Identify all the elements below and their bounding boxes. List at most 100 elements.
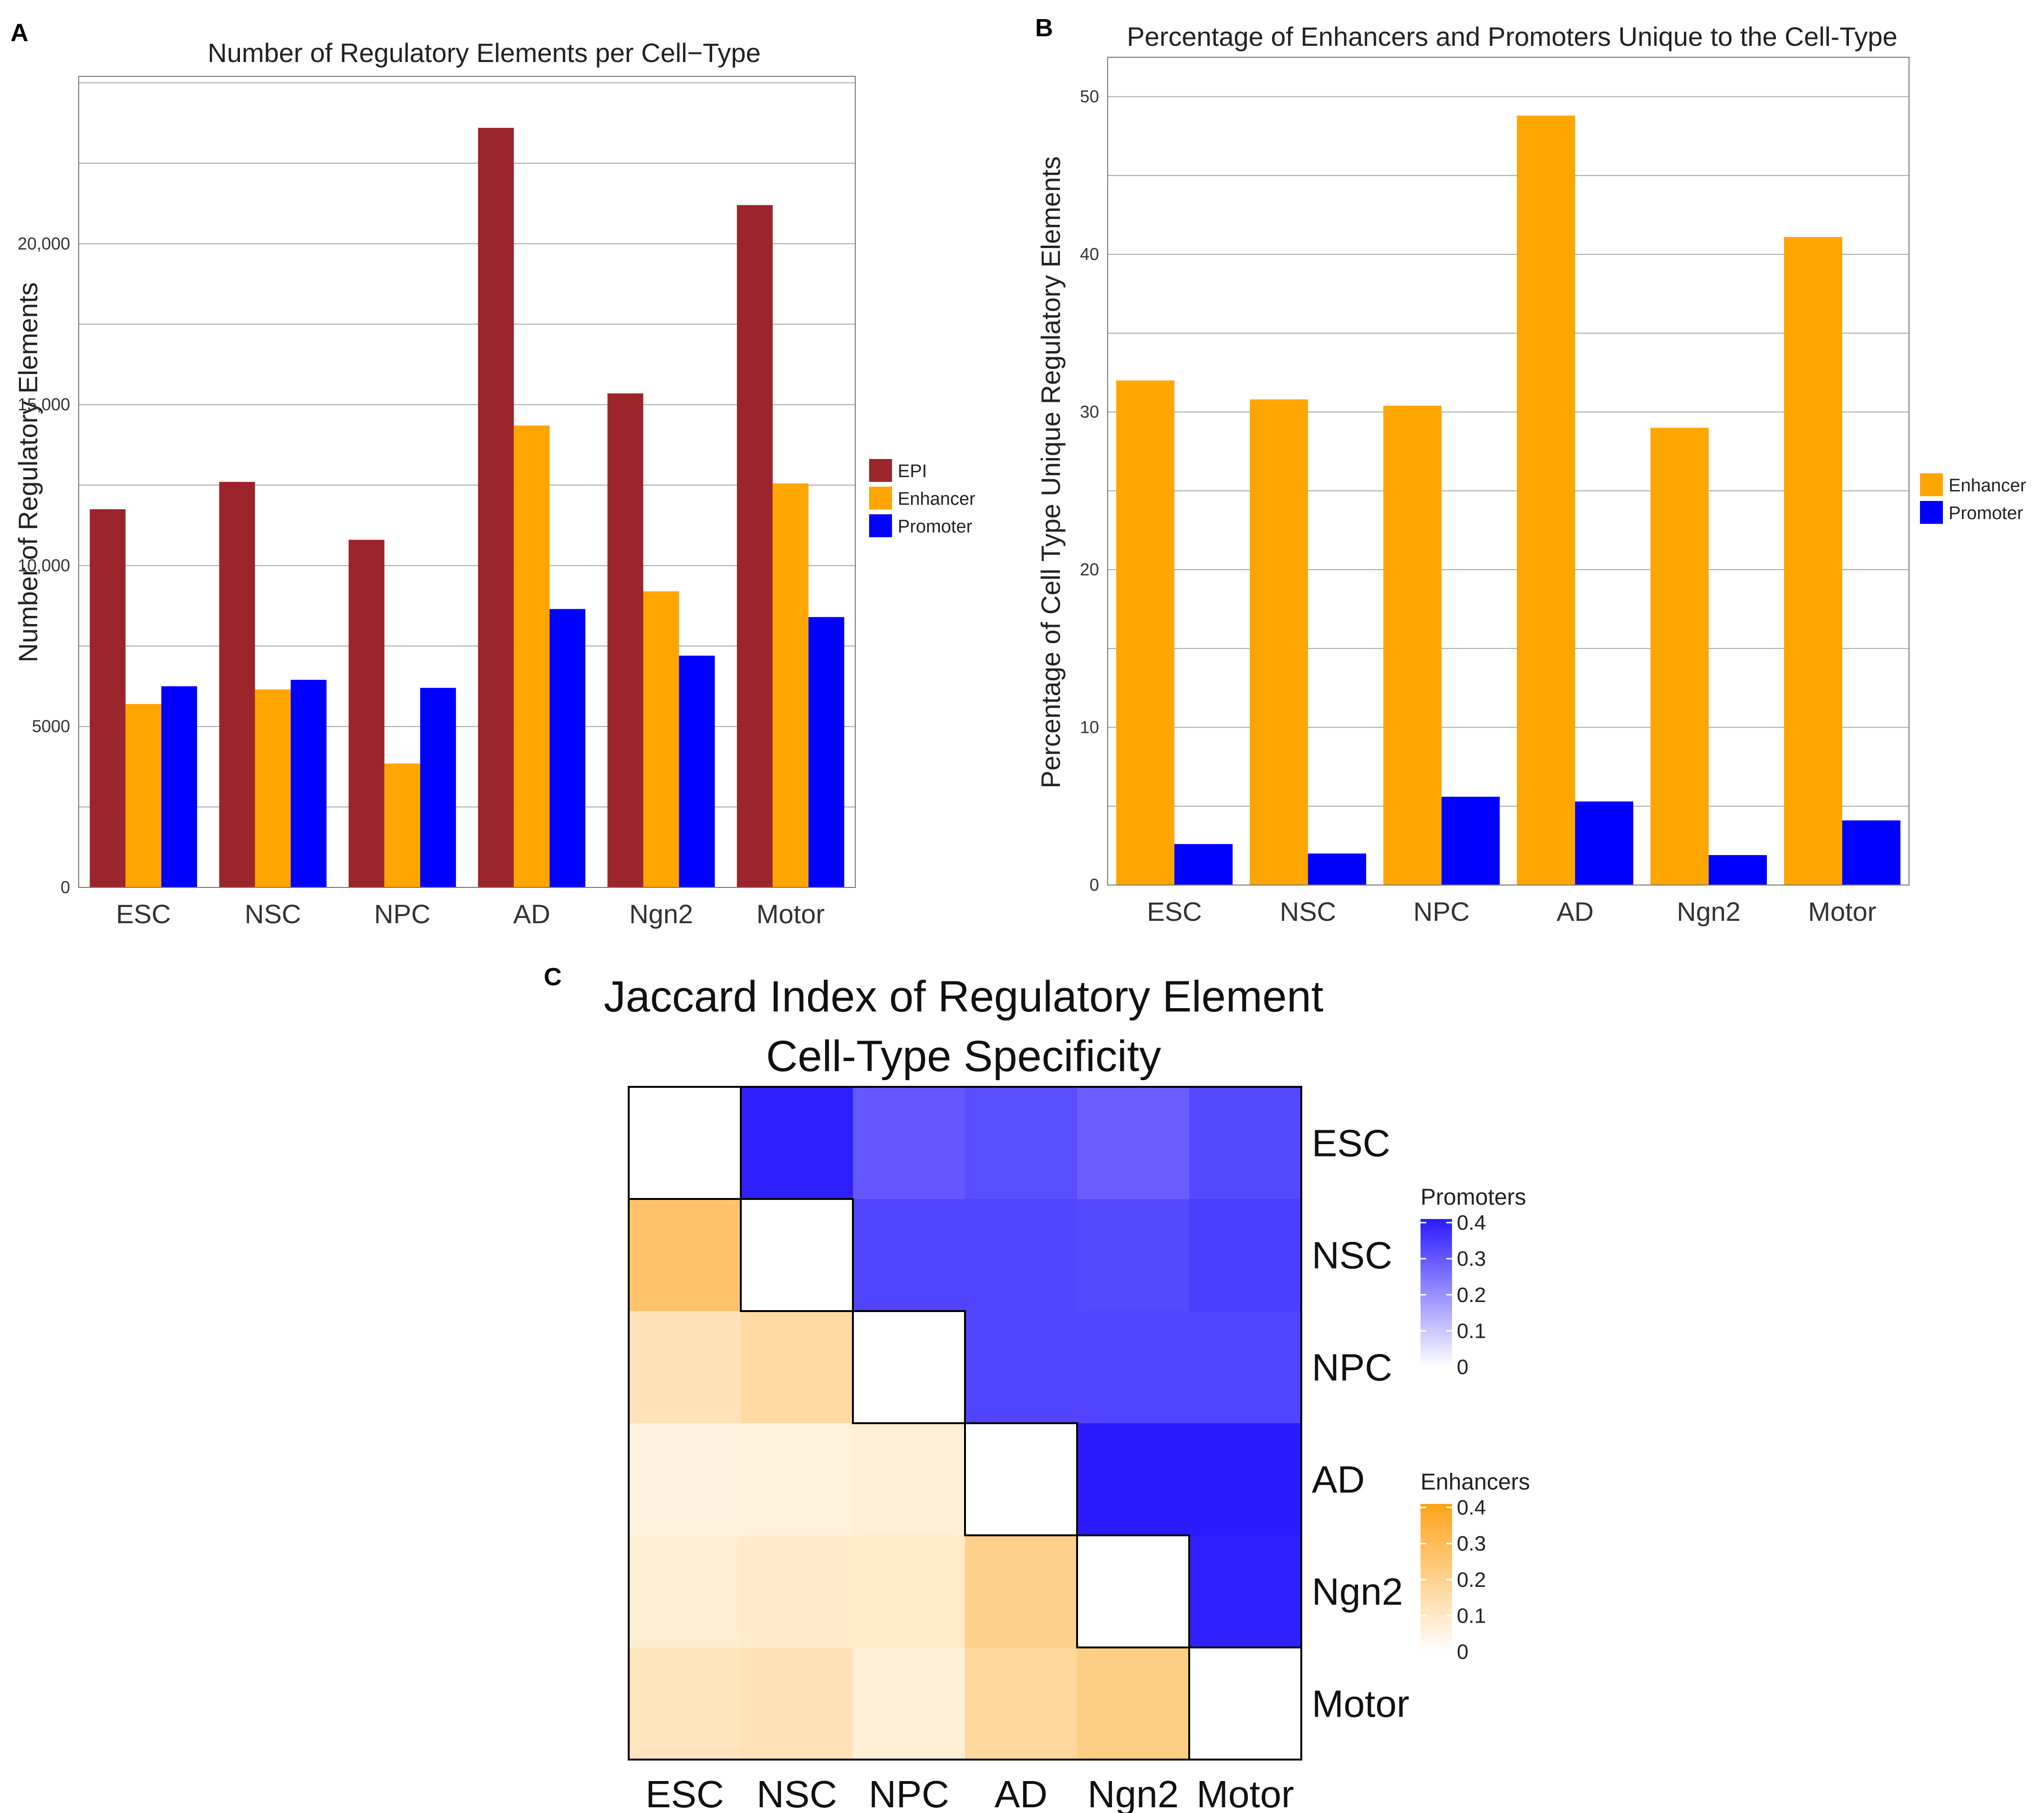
heatmap-cell-nsc-nsc bbox=[741, 1199, 853, 1312]
heatmap-column-label: ESC bbox=[645, 1773, 724, 1813]
chart-b-title: Percentage of Enhancers and Promoters Un… bbox=[1127, 21, 1898, 52]
heatmap-cell-nsc-ngn2 bbox=[1077, 1199, 1190, 1312]
heatmap-cell-ngn2-nsc bbox=[741, 1535, 853, 1648]
bar-promoter-motor bbox=[1842, 820, 1900, 885]
heatmap-cell-ad-motor bbox=[1189, 1423, 1302, 1536]
chart-a-title: Number of Regulatory Elements per Cell−T… bbox=[208, 38, 760, 68]
heatmap-cell-motor-motor bbox=[1189, 1647, 1302, 1760]
bar-enhancer-ngn2 bbox=[643, 591, 679, 887]
heatmap-cell-ad-ad bbox=[965, 1423, 1078, 1536]
heatmap-row-label: ESC bbox=[1312, 1122, 1390, 1165]
chart-b-y-ticks: 0 10 20 30 40 50 bbox=[1080, 87, 1099, 895]
heatmap-cell-nsc-ad bbox=[965, 1199, 1078, 1312]
y-tick-label: 0 bbox=[61, 877, 70, 897]
y-tick-label: 30 bbox=[1080, 402, 1099, 422]
heatmap-column-label: Motor bbox=[1196, 1773, 1294, 1813]
bar-enhancer-ad bbox=[1517, 115, 1575, 886]
heatmap-cell-nsc-motor bbox=[1189, 1199, 1302, 1312]
bar-epi-esc bbox=[90, 509, 126, 887]
heatmap-cell-motor-npc bbox=[853, 1647, 965, 1760]
heatmap-cell-ad-npc bbox=[853, 1423, 965, 1536]
heatmap-title-line-2: Cell-Type Specificity bbox=[766, 1032, 1161, 1081]
heatmap-colorbars: Promoters00.10.20.30.4Enhancers00.10.20.… bbox=[1421, 1185, 1530, 1664]
heatmap-diagonal-borders bbox=[628, 1086, 1302, 1761]
heatmap-row-label: Motor bbox=[1312, 1683, 1410, 1725]
chart-b: Percentage of Enhancers and Promoters Un… bbox=[1036, 21, 2026, 927]
bar-promoter-npc bbox=[420, 688, 456, 887]
heatmap-cell-motor-ngn2 bbox=[1077, 1647, 1190, 1760]
heatmap-cell-npc-motor bbox=[1189, 1311, 1302, 1424]
bar-epi-ad bbox=[478, 127, 514, 887]
bar-promoter-esc bbox=[1174, 844, 1233, 885]
heatmap-row-labels: ESC NSC NPC AD Ngn2 Motor bbox=[1312, 1122, 1410, 1725]
chart-a-bars bbox=[90, 127, 844, 887]
colorbar-tick-label: 0.2 bbox=[1457, 1283, 1486, 1307]
chart-b-ylabel: Percentage of Cell Type Unique Regulator… bbox=[1036, 156, 1066, 788]
bar-enhancer-nsc bbox=[1250, 399, 1308, 885]
heatmap-cell-nsc-npc bbox=[853, 1199, 965, 1312]
legend-swatch-promoter bbox=[1920, 501, 1943, 524]
legend-label-epi: EPI bbox=[898, 461, 927, 481]
bar-enhancer-esc bbox=[1116, 380, 1174, 885]
colorbar-tick-label: 0.3 bbox=[1457, 1247, 1486, 1271]
heatmap-cell-ngn2-ngn2 bbox=[1077, 1535, 1190, 1648]
chart-b-bars bbox=[1116, 115, 1900, 886]
x-tick-label: Motor bbox=[757, 899, 825, 929]
colorbar-tick-label: 0.1 bbox=[1457, 1319, 1486, 1343]
y-tick-label: 50 bbox=[1080, 87, 1099, 106]
bar-enhancer-motor bbox=[1784, 237, 1842, 885]
heatmap-cell-esc-ngn2 bbox=[1077, 1087, 1190, 1199]
heatmap-cells bbox=[629, 1087, 1302, 1760]
x-tick-label: ESC bbox=[1147, 896, 1202, 927]
heatmap-cell-ngn2-npc bbox=[853, 1535, 965, 1648]
panel-letter-a: A bbox=[10, 19, 29, 47]
colorbar-tick-label: 0.1 bbox=[1457, 1604, 1486, 1627]
legend-swatch-enhancer bbox=[869, 487, 892, 510]
x-tick-label: NSC bbox=[1280, 896, 1336, 927]
chart-c: Jaccard Index of Regulatory Element Cell… bbox=[604, 972, 1530, 1813]
y-tick-label: 10 bbox=[1080, 718, 1099, 737]
colorbar-title-promoters: Promoters bbox=[1421, 1185, 1526, 1210]
x-tick-label: Ngn2 bbox=[1677, 896, 1741, 927]
colorbar-tick-label: 0.3 bbox=[1457, 1532, 1486, 1555]
colorbar-promoters bbox=[1421, 1219, 1452, 1367]
heatmap-cell-nsc-esc bbox=[629, 1199, 741, 1312]
bar-enhancer-nsc bbox=[255, 689, 291, 887]
y-tick-label: 15,000 bbox=[18, 395, 70, 414]
heatmap-cell-ngn2-esc bbox=[629, 1535, 741, 1648]
chart-b-plot-border bbox=[1107, 57, 1909, 886]
bar-enhancer-motor bbox=[772, 483, 809, 887]
heatmap-cell-ngn2-motor bbox=[1189, 1535, 1302, 1648]
heatmap-cell-motor-esc bbox=[629, 1647, 741, 1760]
bar-enhancer-npc bbox=[1383, 406, 1442, 885]
heatmap-row-label: Ngn2 bbox=[1312, 1571, 1403, 1613]
chart-a-grid bbox=[79, 82, 855, 808]
bar-enhancer-ad bbox=[514, 425, 550, 887]
heatmap-cell-npc-ad bbox=[965, 1311, 1078, 1424]
heatmap-row-label: NPC bbox=[1312, 1346, 1392, 1389]
colorbar-tick-label: 0.4 bbox=[1457, 1211, 1486, 1235]
heatmap-cell-npc-npc bbox=[853, 1311, 965, 1424]
heatmap-cell-motor-nsc bbox=[741, 1647, 853, 1760]
heatmap-column-label: NSC bbox=[757, 1773, 837, 1813]
legend-swatch-promoter bbox=[869, 514, 892, 537]
heatmap-cell-ad-ngn2 bbox=[1077, 1423, 1190, 1536]
chart-a-plot-border bbox=[78, 76, 856, 888]
x-tick-label: Motor bbox=[1808, 896, 1876, 927]
chart-b-x-ticks: ESC NSC NPC AD Ngn2 Motor bbox=[1147, 896, 1876, 927]
heatmap-cell-ngn2-ad bbox=[965, 1535, 1078, 1648]
heatmap-cell-esc-esc bbox=[629, 1087, 741, 1199]
colorbar-tick-label: 0 bbox=[1457, 1640, 1468, 1664]
heatmap-cell-esc-ad bbox=[965, 1087, 1078, 1199]
colorbar-tick-label: 0.2 bbox=[1457, 1568, 1486, 1592]
heatmap-title-line-1: Jaccard Index of Regulatory Element bbox=[604, 972, 1324, 1021]
x-tick-label: NSC bbox=[245, 899, 301, 929]
heatmap-column-label: Ngn2 bbox=[1088, 1773, 1179, 1813]
heatmap-column-label: AD bbox=[995, 1773, 1048, 1813]
y-tick-label: 10,000 bbox=[18, 555, 70, 575]
bar-enhancer-npc bbox=[384, 763, 420, 887]
bar-promoter-nsc bbox=[1308, 853, 1366, 885]
panel-letter-b: B bbox=[1035, 14, 1053, 42]
chart-b-legend: Enhancer Promoter bbox=[1920, 473, 2026, 524]
heatmap-row-label: AD bbox=[1312, 1459, 1365, 1501]
